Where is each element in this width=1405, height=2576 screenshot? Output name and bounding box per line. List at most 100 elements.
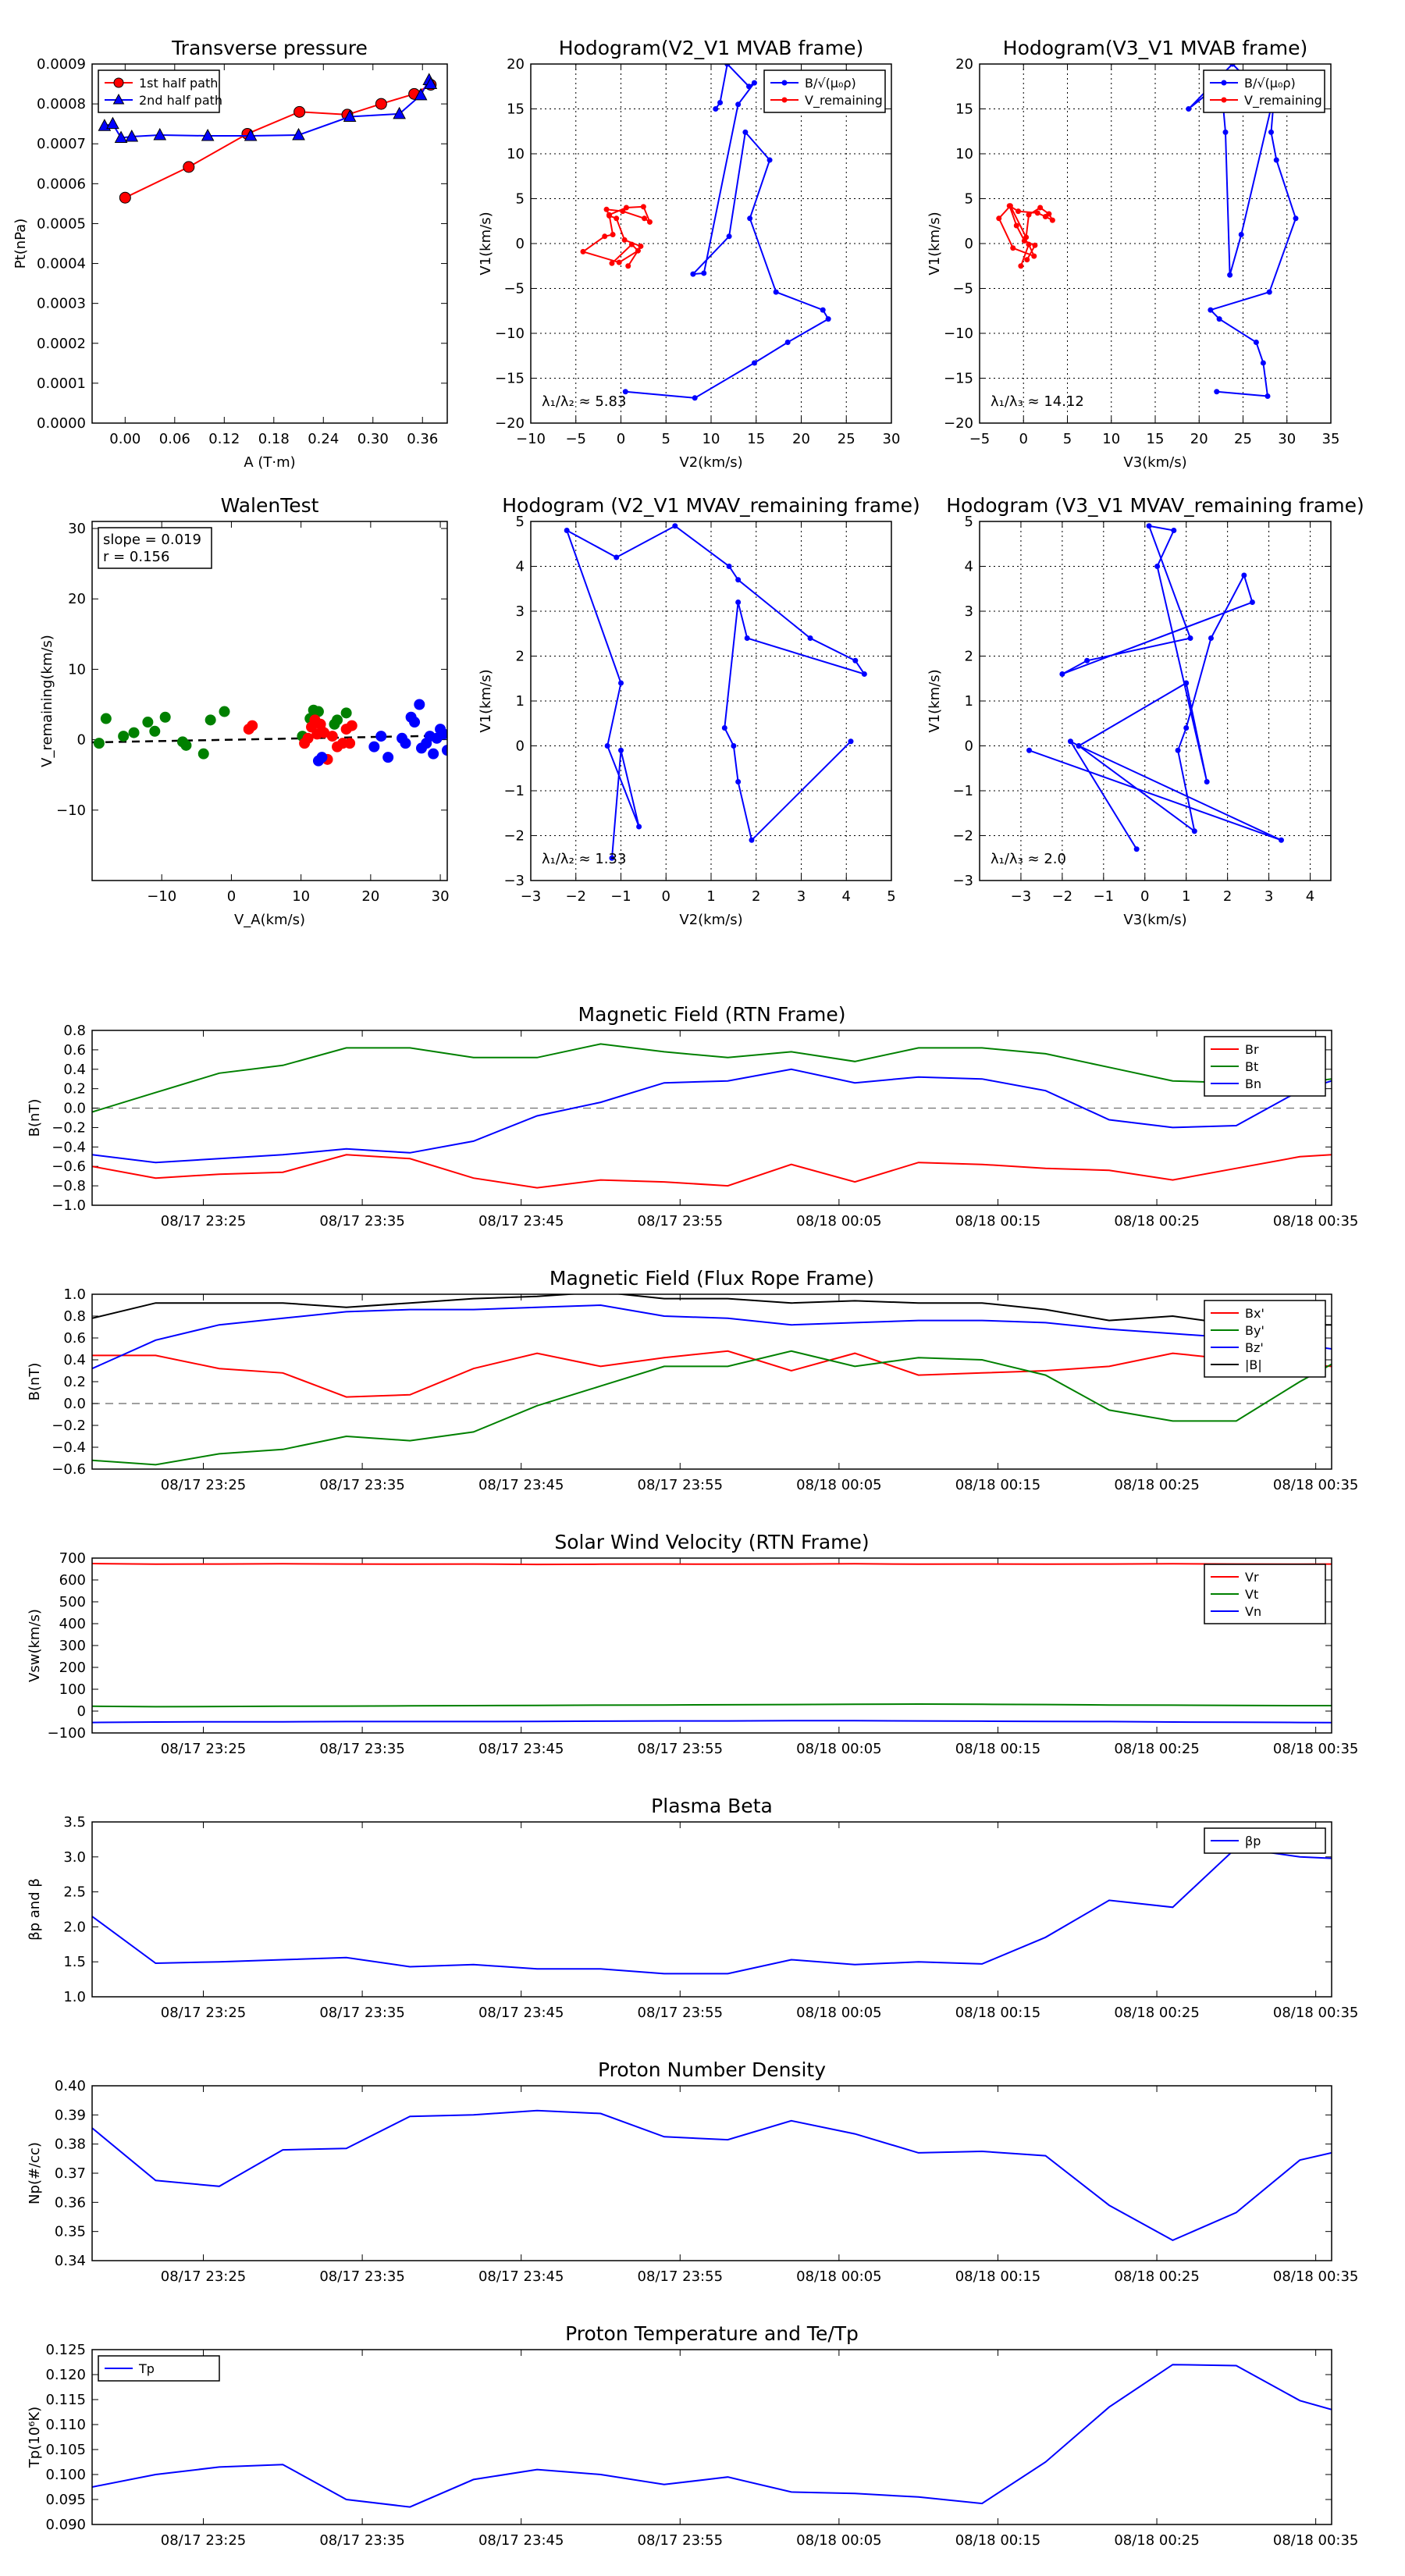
chart-h3: Hodogram (V2_V1 MVAV_remaining frame)−3−… [478,494,920,928]
y-tick-label: 1.5 [63,1954,86,1970]
scatter-point [414,699,425,710]
data-point [820,307,826,313]
scatter-point [247,720,258,731]
data-point [636,824,642,830]
legend-marker [781,97,788,103]
data-point [1191,828,1197,834]
y-axis-label: Tp(10⁶K) [27,2407,43,2468]
legend-label: Bt [1245,1059,1258,1074]
y-tick-label: 4 [965,559,973,575]
data-point [580,248,586,254]
y-tick-label: 0.38 [55,2137,86,2153]
x-tick-label: 08/17 23:25 [161,1741,246,1757]
y-tick-label: 1 [965,693,973,710]
x-tick-label: 08/17 23:45 [478,1213,564,1229]
data-point [1076,743,1082,749]
legend-marker [781,80,788,86]
ratio-annotation: λ₁/λ₂ ≈ 1.33 [542,851,626,867]
x-tick-label: −5 [565,431,586,447]
data-layer [996,64,1299,399]
y-tick-label: 0.0002 [37,336,86,352]
data-layer [92,699,447,767]
x-tick-label: 08/17 23:25 [161,1477,246,1493]
data-layer [92,2109,1332,2242]
x-tick-label: 08/18 00:25 [1114,1213,1199,1229]
series-line-0 [92,1154,1332,1189]
y-tick-label: 0.0008 [37,96,86,112]
series-line-0 [92,1847,1332,1975]
x-tick-label: 0.18 [258,431,290,447]
y-tick-label: 0.125 [45,2342,86,2358]
plot-area [92,521,447,881]
y-tick-label: −20 [944,415,973,432]
y-tick-label: 0.115 [45,2392,86,2408]
y-tick-label: −0.4 [52,1439,86,1456]
y-tick-label: −0.6 [52,1461,86,1478]
plot-frame [91,1030,1332,1206]
scatter-point [93,738,105,749]
series-line-2 [92,1720,1332,1724]
data-point [1253,340,1259,345]
data-point [609,855,615,861]
x-tick-label: 30 [432,888,450,905]
y-tick-label: 400 [59,1616,86,1632]
data-point [735,577,742,583]
y-tick-label: −1.0 [52,1197,86,1214]
scatter-point [368,741,380,753]
data-point [1264,393,1271,399]
x-tick-label: 08/18 00:25 [1114,2005,1199,2021]
x-tick-label: 20 [1190,431,1208,447]
data-point [742,129,749,135]
data-point [1024,257,1030,263]
data-point [724,64,731,67]
x-tick-label: 3 [797,888,806,905]
y-tick-label: −2 [952,828,973,845]
data-layer [92,1294,1332,1466]
legend-label: Bx' [1245,1306,1264,1321]
data-layer [92,1563,1332,1724]
data-point [153,127,167,141]
chart-wt: WalenTest −10 0 10 20 30 −10 0 10 20 30 V_A(km/s) V_… [39,494,450,928]
fit-line [92,735,447,744]
chart-title: Magnetic Field (Flux Rope Frame) [550,1267,874,1290]
legend: B/√(μ₀ρ) V_remaining [763,69,886,113]
x-tick-label: 08/17 23:35 [319,1213,404,1229]
y-tick-label: 5 [965,191,973,208]
y-tick-label: 0 [77,732,86,749]
data-point [614,554,620,560]
data-point [726,564,732,569]
data-point [1214,389,1220,395]
data-point [784,340,791,345]
scatter-point [180,739,192,751]
x-tick-label: 25 [1234,431,1252,447]
x-tick-label: 08/17 23:55 [638,1213,723,1229]
x-tick-label: 4 [842,888,851,905]
data-point [424,76,438,90]
data-point [735,101,742,108]
data-point [773,289,779,295]
x-tick-label: 08/18 00:05 [796,2532,881,2549]
plot-frame [530,521,892,881]
y-tick-label: 600 [59,1572,86,1589]
data-point [717,99,724,105]
y-tick-label: 0.8 [63,1023,86,1039]
data-point [744,635,750,641]
legend: Tp [98,2355,220,2382]
y-tick-label: 5 [965,514,973,530]
y-tick-label: 0 [965,738,973,755]
x-tick-label: 0 [617,431,625,447]
x-tick-label: 08/17 23:35 [319,1477,404,1493]
x-tick-label: 5 [1063,431,1072,447]
scatter-point [219,706,230,717]
x-tick-label: 5 [887,888,895,905]
y-tick-label: −1 [952,783,973,799]
plot-frame [91,63,448,424]
data-point [690,271,696,277]
x-tick-label: 08/18 00:15 [955,1213,1040,1229]
scatter-point [375,731,387,742]
data-layer [92,1043,1332,1189]
plot-area [92,1294,1332,1469]
chart-title: Hodogram (V2_V1 MVAV_remaining frame) [502,494,920,517]
y-tick-label: −10 [56,802,86,819]
x-tick-label: 08/17 23:35 [319,2005,404,2021]
